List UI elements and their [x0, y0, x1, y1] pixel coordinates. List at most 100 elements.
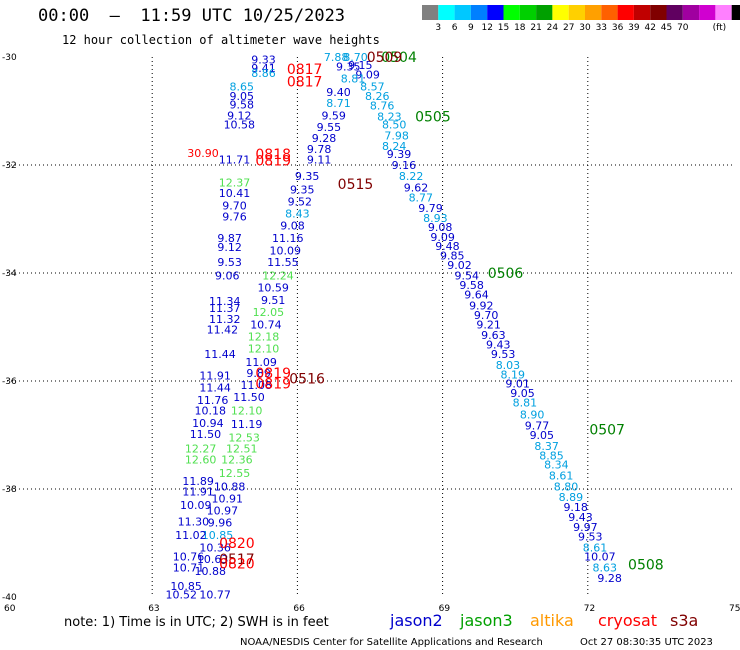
legend-label: 33: [596, 23, 607, 33]
wave-height-label: 8.85: [539, 450, 564, 463]
wave-height-label: 12.24: [262, 270, 294, 283]
wave-height-label: 10.09: [270, 244, 302, 257]
wave-height-label: 9.48: [435, 240, 460, 253]
x-tick-label: 75: [729, 604, 740, 614]
wave-height-label: 10.09: [180, 499, 212, 512]
legend-label: 24: [547, 23, 559, 33]
x-tick-label: 63: [148, 604, 159, 614]
wave-height-label: 8.86: [251, 67, 276, 80]
legend-swatch: [568, 5, 585, 20]
wave-height-label: 9.79: [418, 202, 443, 215]
wave-height-label: 8.81: [513, 397, 538, 410]
pass-time-label: 0504: [381, 50, 417, 66]
wave-height-label: 10.36: [199, 541, 231, 554]
legend-swatch: [650, 5, 667, 20]
wave-height-label: 8.23: [377, 110, 402, 123]
wave-height-label: 9.78: [307, 143, 332, 156]
footer-note: note: 1) Time is in UTC; 2) SWH is in fe…: [64, 615, 329, 630]
wave-height-label: 8.22: [399, 170, 424, 183]
wave-height-label: 9.97: [573, 521, 598, 534]
chart-title: 00:00 – 11:59 UTC 10/25/2023: [38, 6, 346, 26]
wave-height-label: 7.98: [384, 129, 409, 142]
legend-label: 6: [452, 23, 458, 33]
pass-time-label: 0508: [628, 558, 664, 574]
satellite-jason2: jason2: [389, 611, 443, 630]
wave-height-label: 9.12: [227, 109, 252, 122]
pass-time-label: 0516: [289, 371, 325, 387]
wave-height-label: 11.02: [175, 529, 207, 542]
wave-height-label: 11.30: [178, 515, 210, 528]
legend-swatch: [536, 5, 553, 20]
wave-height-label: 11.09: [245, 356, 277, 369]
wave-height-label: 9.70: [474, 309, 499, 322]
legend-swatch: [666, 5, 683, 20]
wave-height-label: 9.58: [229, 99, 254, 112]
wave-height-label: 9.51: [261, 294, 286, 307]
pass-time-label: 0819: [255, 377, 291, 393]
pass-time-label: 0517: [219, 552, 255, 568]
wave-height-label: 11.89: [182, 475, 214, 488]
y-tick-label: -30: [2, 53, 17, 63]
wave-height-label: 8.65: [229, 81, 254, 94]
legend-unit: (ft): [713, 23, 727, 33]
wave-height-label: 9.53: [491, 348, 516, 361]
wave-height-label: 8.90: [520, 408, 545, 421]
wave-height-label: 12.18: [248, 331, 280, 344]
legend-label: 70: [677, 23, 689, 33]
footer-credit: NOAA/NESDIS Center for Satellite Applica…: [240, 637, 543, 648]
wave-height-label: 9.85: [440, 250, 465, 263]
wave-height-label: 9.12: [217, 241, 242, 254]
wave-height-label: 8.70: [343, 51, 368, 64]
legend-label: 3: [435, 23, 441, 33]
legend-label: 45: [661, 23, 672, 33]
wave-height-label: 9.55: [317, 121, 342, 134]
time-labels: 0817081705040509050508180819051505060819…: [219, 50, 664, 574]
pass-time-label: 0818: [255, 147, 291, 163]
wave-height-label: 10.18: [195, 405, 227, 418]
wave-height-label: 9.62: [404, 182, 429, 195]
wave-height-label: 9.08: [428, 221, 453, 234]
wave-height-label: 11.42: [207, 324, 239, 337]
wave-height-label: 8.26: [365, 90, 390, 103]
wave-height-label: 10.41: [219, 187, 251, 200]
legend-swatch: [438, 5, 455, 20]
footer-timestamp: Oct 27 08:30:35 UTC 2023: [580, 637, 713, 648]
wave-height-label: 11.55: [267, 256, 299, 269]
wave-height-label: 9.40: [326, 86, 351, 99]
legend-label: 15: [498, 23, 509, 33]
wave-height-label: 9.59: [321, 109, 346, 122]
legend-swatch: [487, 5, 504, 20]
wave-height-label: 9.39: [387, 148, 412, 161]
satellite-jason3: jason3: [459, 611, 513, 630]
wave-height-label: 9.01: [505, 378, 530, 391]
wave-height-label: 9.06: [215, 270, 240, 283]
data-points: 9.339.418.867.888.709.359.159.098.818.57…: [165, 51, 621, 601]
wave-height-label: 9.05: [229, 90, 254, 103]
wave-height-label: 9.53: [578, 531, 603, 544]
legend-label: 36: [612, 23, 624, 33]
legend-label: 27: [563, 23, 574, 33]
legend-swatch: [503, 5, 520, 20]
pass-time-label: 0820: [219, 557, 255, 573]
wave-height-label: 9.28: [312, 132, 337, 145]
legend-swatch: [470, 5, 488, 20]
wave-height-label: 8.37: [534, 440, 559, 453]
wave-height-label: 9.87: [217, 232, 242, 245]
wave-height-label: 12.05: [253, 306, 285, 319]
pass-time-label: 0507: [589, 423, 625, 439]
wave-height-label: 7.88: [324, 51, 349, 64]
wave-height-label: 9.64: [464, 289, 489, 302]
wave-height-label: 11.19: [231, 418, 263, 431]
wave-height-label: 12.10: [248, 343, 280, 356]
wave-height-label: 10.94: [192, 417, 224, 430]
legend-label: 12: [481, 23, 492, 33]
wave-height-label: 8.80: [554, 480, 579, 493]
wave-height-label: 11.32: [209, 313, 241, 326]
wave-height-label: 9.58: [459, 279, 484, 292]
pass-time-label: 0819: [255, 154, 291, 170]
wave-height-label: 10.88: [214, 480, 246, 493]
wave-height-label: 8.24: [382, 140, 407, 153]
wave-height-label: 8.63: [592, 561, 617, 574]
satellite-s3a: s3a: [670, 611, 698, 630]
wave-height-label: 8.34: [544, 459, 569, 472]
